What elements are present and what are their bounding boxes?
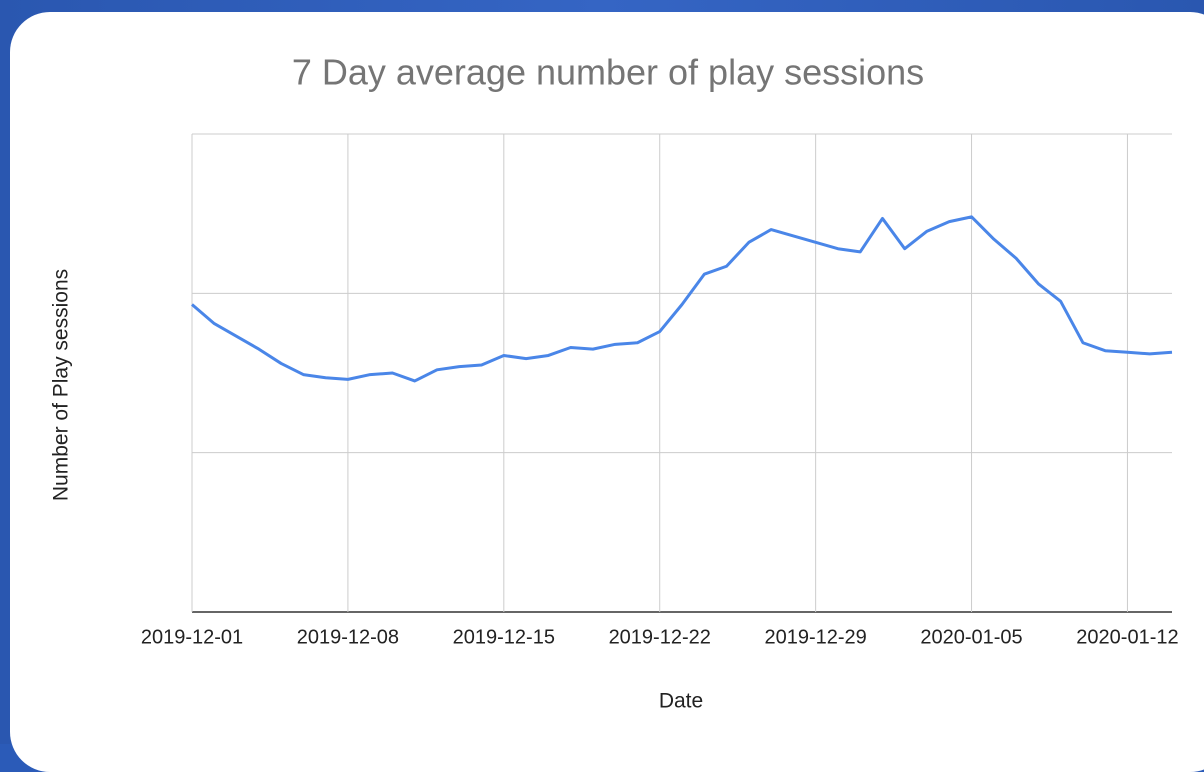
x-axis-label: Date [659, 690, 703, 713]
card [10, 12, 1204, 772]
chart-title: 7 Day average number of play sessions [292, 52, 924, 93]
x-tick-label: 2020-01-05 [920, 626, 1022, 648]
x-tick-label: 2019-12-08 [297, 626, 399, 648]
x-tick-label: 2019-12-01 [141, 626, 243, 648]
x-tick-label: 2019-12-22 [609, 626, 711, 648]
y-axis-label: Number of Play sessions [50, 269, 73, 501]
line [191, 215, 1173, 383]
chart: 7 Day average number of play sessions Da… [50, 52, 1179, 713]
x-tick-label: 2019-12-29 [764, 626, 866, 648]
x-tick-label: 2019-12-15 [453, 626, 555, 648]
x-tick-label: 2020-01-12 [1076, 626, 1178, 648]
